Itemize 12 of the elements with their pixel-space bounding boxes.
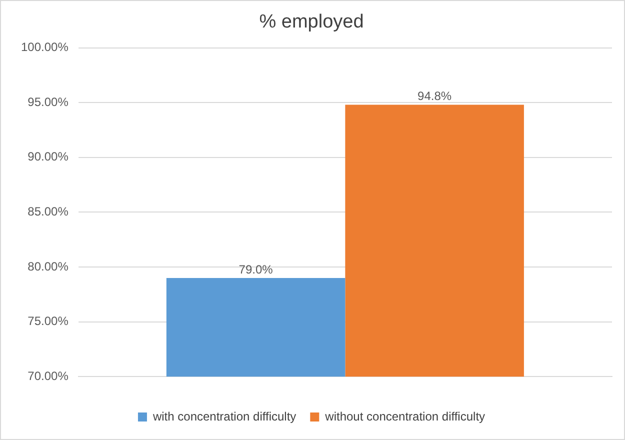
data-label: 79.0%	[238, 262, 274, 276]
y-tick-label: 95.00%	[28, 94, 69, 109]
y-tick-label: 70.00%	[28, 368, 69, 383]
y-tick-label: 75.00%	[28, 314, 69, 328]
y-tick-label: 100.00%	[21, 40, 69, 54]
y-tick-label: 80.00%	[28, 259, 69, 274]
legend-label: with concentration difficulty	[152, 409, 296, 424]
legend-label: without concentration difficulty	[324, 409, 486, 424]
chart-title: % employed	[259, 12, 364, 33]
data-label: 94.8%	[418, 89, 452, 104]
y-tick-label: 90.00%	[28, 150, 69, 164]
y-tick-label: 85.00%	[28, 204, 69, 219]
